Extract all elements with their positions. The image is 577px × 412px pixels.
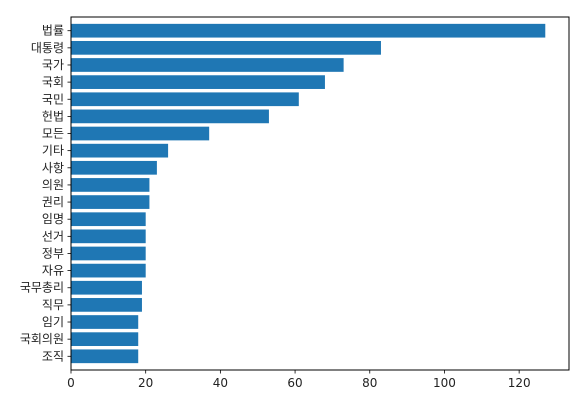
x-tick-label: 100 bbox=[433, 376, 456, 390]
y-tick-label: 선거 bbox=[42, 229, 64, 243]
bar-15 bbox=[71, 280, 142, 295]
y-tick-label: 자유 bbox=[42, 264, 64, 278]
y-axis: 법률대통령국가국회국민헌법모든기타사항의원권리임명선거정부자유국무총리직무임기국… bbox=[20, 24, 71, 363]
y-tick-label: 정부 bbox=[42, 246, 64, 260]
plot-frame bbox=[70, 16, 570, 371]
bar-2 bbox=[71, 58, 344, 72]
bar-6 bbox=[71, 126, 210, 141]
y-tick-label: 대통령 bbox=[31, 41, 64, 55]
bar-12 bbox=[71, 229, 146, 244]
bar-5 bbox=[71, 109, 269, 124]
x-axis: 0 20 40 60 80 100 120 bbox=[67, 370, 531, 390]
bar-16 bbox=[71, 298, 142, 312]
y-tick-label: 모든 bbox=[42, 127, 64, 141]
bar-7 bbox=[71, 143, 169, 158]
y-tick-label: 국회 bbox=[42, 75, 64, 89]
y-tick-label: 임명 bbox=[42, 212, 64, 226]
bar-19 bbox=[71, 349, 139, 364]
y-tick-label: 국가 bbox=[42, 58, 64, 72]
bar-1 bbox=[71, 40, 381, 55]
bar-17 bbox=[71, 315, 139, 329]
bar-18 bbox=[71, 332, 139, 347]
y-tick-label: 법률 bbox=[42, 24, 64, 38]
bar-8 bbox=[71, 160, 157, 175]
y-tick-label: 조직 bbox=[42, 349, 64, 363]
y-tick-label: 직무 bbox=[42, 298, 64, 312]
y-tick-label: 기타 bbox=[42, 144, 64, 158]
bar-14 bbox=[71, 263, 146, 278]
y-tick-label: 임기 bbox=[42, 315, 64, 329]
y-tick-label: 국민 bbox=[42, 92, 64, 106]
bars-group bbox=[71, 23, 546, 364]
bar-13 bbox=[71, 246, 146, 261]
y-tick-label: 사항 bbox=[42, 161, 64, 175]
y-tick-label: 국회의원 bbox=[20, 332, 64, 346]
bar-11 bbox=[71, 212, 146, 227]
x-tick-label: 60 bbox=[287, 376, 302, 390]
bar-9 bbox=[71, 178, 150, 192]
x-tick-label: 20 bbox=[138, 376, 153, 390]
bar-3 bbox=[71, 75, 325, 89]
bar-10 bbox=[71, 195, 150, 209]
bar-0 bbox=[71, 23, 546, 38]
y-tick-label: 헌법 bbox=[42, 109, 64, 123]
y-tick-label: 의원 bbox=[42, 178, 64, 192]
y-tick-label: 국무총리 bbox=[20, 281, 64, 295]
x-tick-label: 120 bbox=[508, 376, 531, 390]
x-tick-label: 80 bbox=[362, 376, 377, 390]
x-tick-label: 0 bbox=[67, 376, 75, 390]
y-tick-label: 권리 bbox=[42, 195, 64, 209]
bar-4 bbox=[71, 92, 299, 107]
x-tick-label: 40 bbox=[213, 376, 228, 390]
